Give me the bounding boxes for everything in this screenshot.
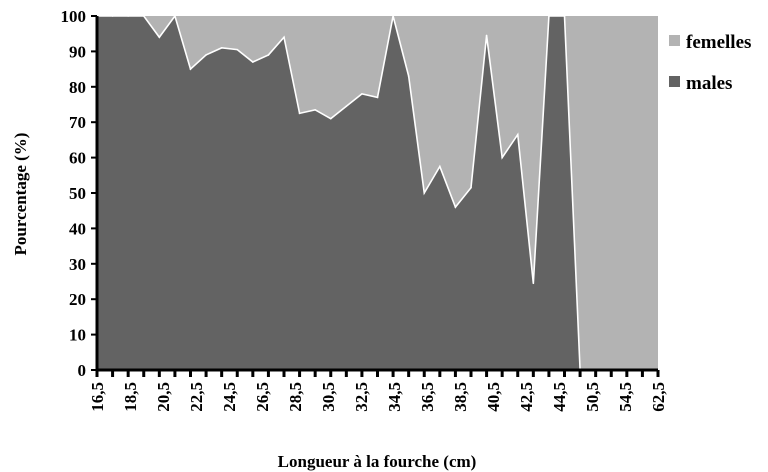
data-point-males bbox=[439, 165, 441, 168]
data-point-males bbox=[470, 186, 472, 189]
data-point-males bbox=[516, 133, 519, 136]
data-point-males bbox=[392, 15, 394, 17]
x-tick-label: 18,5 bbox=[121, 382, 140, 412]
data-point-males bbox=[142, 15, 145, 17]
data-point-males bbox=[454, 206, 457, 208]
data-point-males bbox=[361, 93, 363, 95]
legend-swatch-males bbox=[669, 76, 680, 87]
legend: femelles males bbox=[669, 32, 751, 94]
data-point-males bbox=[314, 109, 316, 111]
data-point-males bbox=[283, 36, 285, 39]
x-tick-label: 16,5 bbox=[88, 382, 107, 412]
data-point-males bbox=[174, 15, 176, 17]
x-tick-label: 40,5 bbox=[484, 382, 503, 412]
x-tick-label: 38,5 bbox=[451, 382, 470, 412]
x-tick-label: 32,5 bbox=[352, 382, 371, 412]
y-tick-label: 40 bbox=[69, 219, 86, 238]
legend-swatch-femelles bbox=[669, 35, 680, 46]
y-tick-label: 50 bbox=[69, 184, 86, 203]
x-tick-label: 44,5 bbox=[550, 382, 569, 412]
x-axis: 16,5 18,5 20,5 22,5 24,5 26,5 28,5 30,5 32,5 34,5… bbox=[88, 368, 668, 412]
x-tick-label: 54,5 bbox=[616, 382, 635, 412]
y-axis-title: Pourcentage (%) bbox=[11, 133, 30, 256]
data-point-males bbox=[298, 112, 301, 115]
data-point-males bbox=[485, 34, 488, 37]
x-tick-label: 34,5 bbox=[385, 382, 404, 412]
data-point-males bbox=[501, 156, 503, 159]
x-tick-label: 22,5 bbox=[187, 382, 206, 412]
data-point-males bbox=[236, 48, 239, 51]
data-point-males bbox=[252, 61, 254, 63]
y-tick-label: 90 bbox=[69, 42, 86, 61]
data-point-males bbox=[111, 15, 114, 17]
x-tick-label: 28,5 bbox=[286, 382, 305, 412]
y-tick-label: 10 bbox=[69, 326, 86, 345]
legend-label-femelles: femelles bbox=[686, 32, 751, 53]
x-tick-label: 24,5 bbox=[220, 382, 239, 412]
y-axis: 0 10 20 30 40 50 60 70 80 90 100 bbox=[61, 7, 99, 380]
data-point-males bbox=[329, 117, 332, 120]
x-tick-label: 20,5 bbox=[154, 382, 173, 412]
series-area-males bbox=[97, 16, 658, 370]
legend-label-males: males bbox=[686, 73, 732, 94]
x-tick-label: 30,5 bbox=[319, 382, 338, 412]
data-point-males bbox=[127, 15, 129, 17]
y-tick-label: 0 bbox=[78, 361, 87, 380]
data-point-males bbox=[267, 54, 270, 56]
data-point-males bbox=[376, 96, 379, 99]
x-tick-label: 50,5 bbox=[583, 382, 602, 412]
data-point-males bbox=[563, 15, 566, 17]
data-point-males bbox=[345, 105, 348, 108]
y-tick-label: 20 bbox=[69, 290, 86, 309]
y-tick-label: 60 bbox=[69, 149, 86, 168]
data-point-males bbox=[158, 36, 161, 39]
x-axis-title: Longueur à la fourche (cm) bbox=[278, 452, 477, 471]
data-point-males bbox=[205, 54, 207, 56]
x-tick-label: 26,5 bbox=[253, 382, 272, 412]
data-point-males bbox=[220, 47, 223, 49]
data-point-males bbox=[189, 68, 192, 70]
plot-area bbox=[96, 14, 659, 371]
data-point-males bbox=[532, 282, 535, 285]
data-point-males bbox=[407, 75, 410, 77]
x-tick-label: 62,5 bbox=[649, 382, 668, 412]
x-tick-label: 36,5 bbox=[418, 382, 437, 412]
x-tick-label: 42,5 bbox=[517, 382, 536, 412]
y-tick-label: 80 bbox=[69, 78, 86, 97]
y-tick-label: 70 bbox=[69, 113, 86, 132]
data-point-males bbox=[548, 15, 550, 17]
data-point-males bbox=[423, 192, 426, 194]
y-tick-label: 30 bbox=[69, 255, 86, 274]
y-tick-label: 100 bbox=[61, 7, 87, 26]
